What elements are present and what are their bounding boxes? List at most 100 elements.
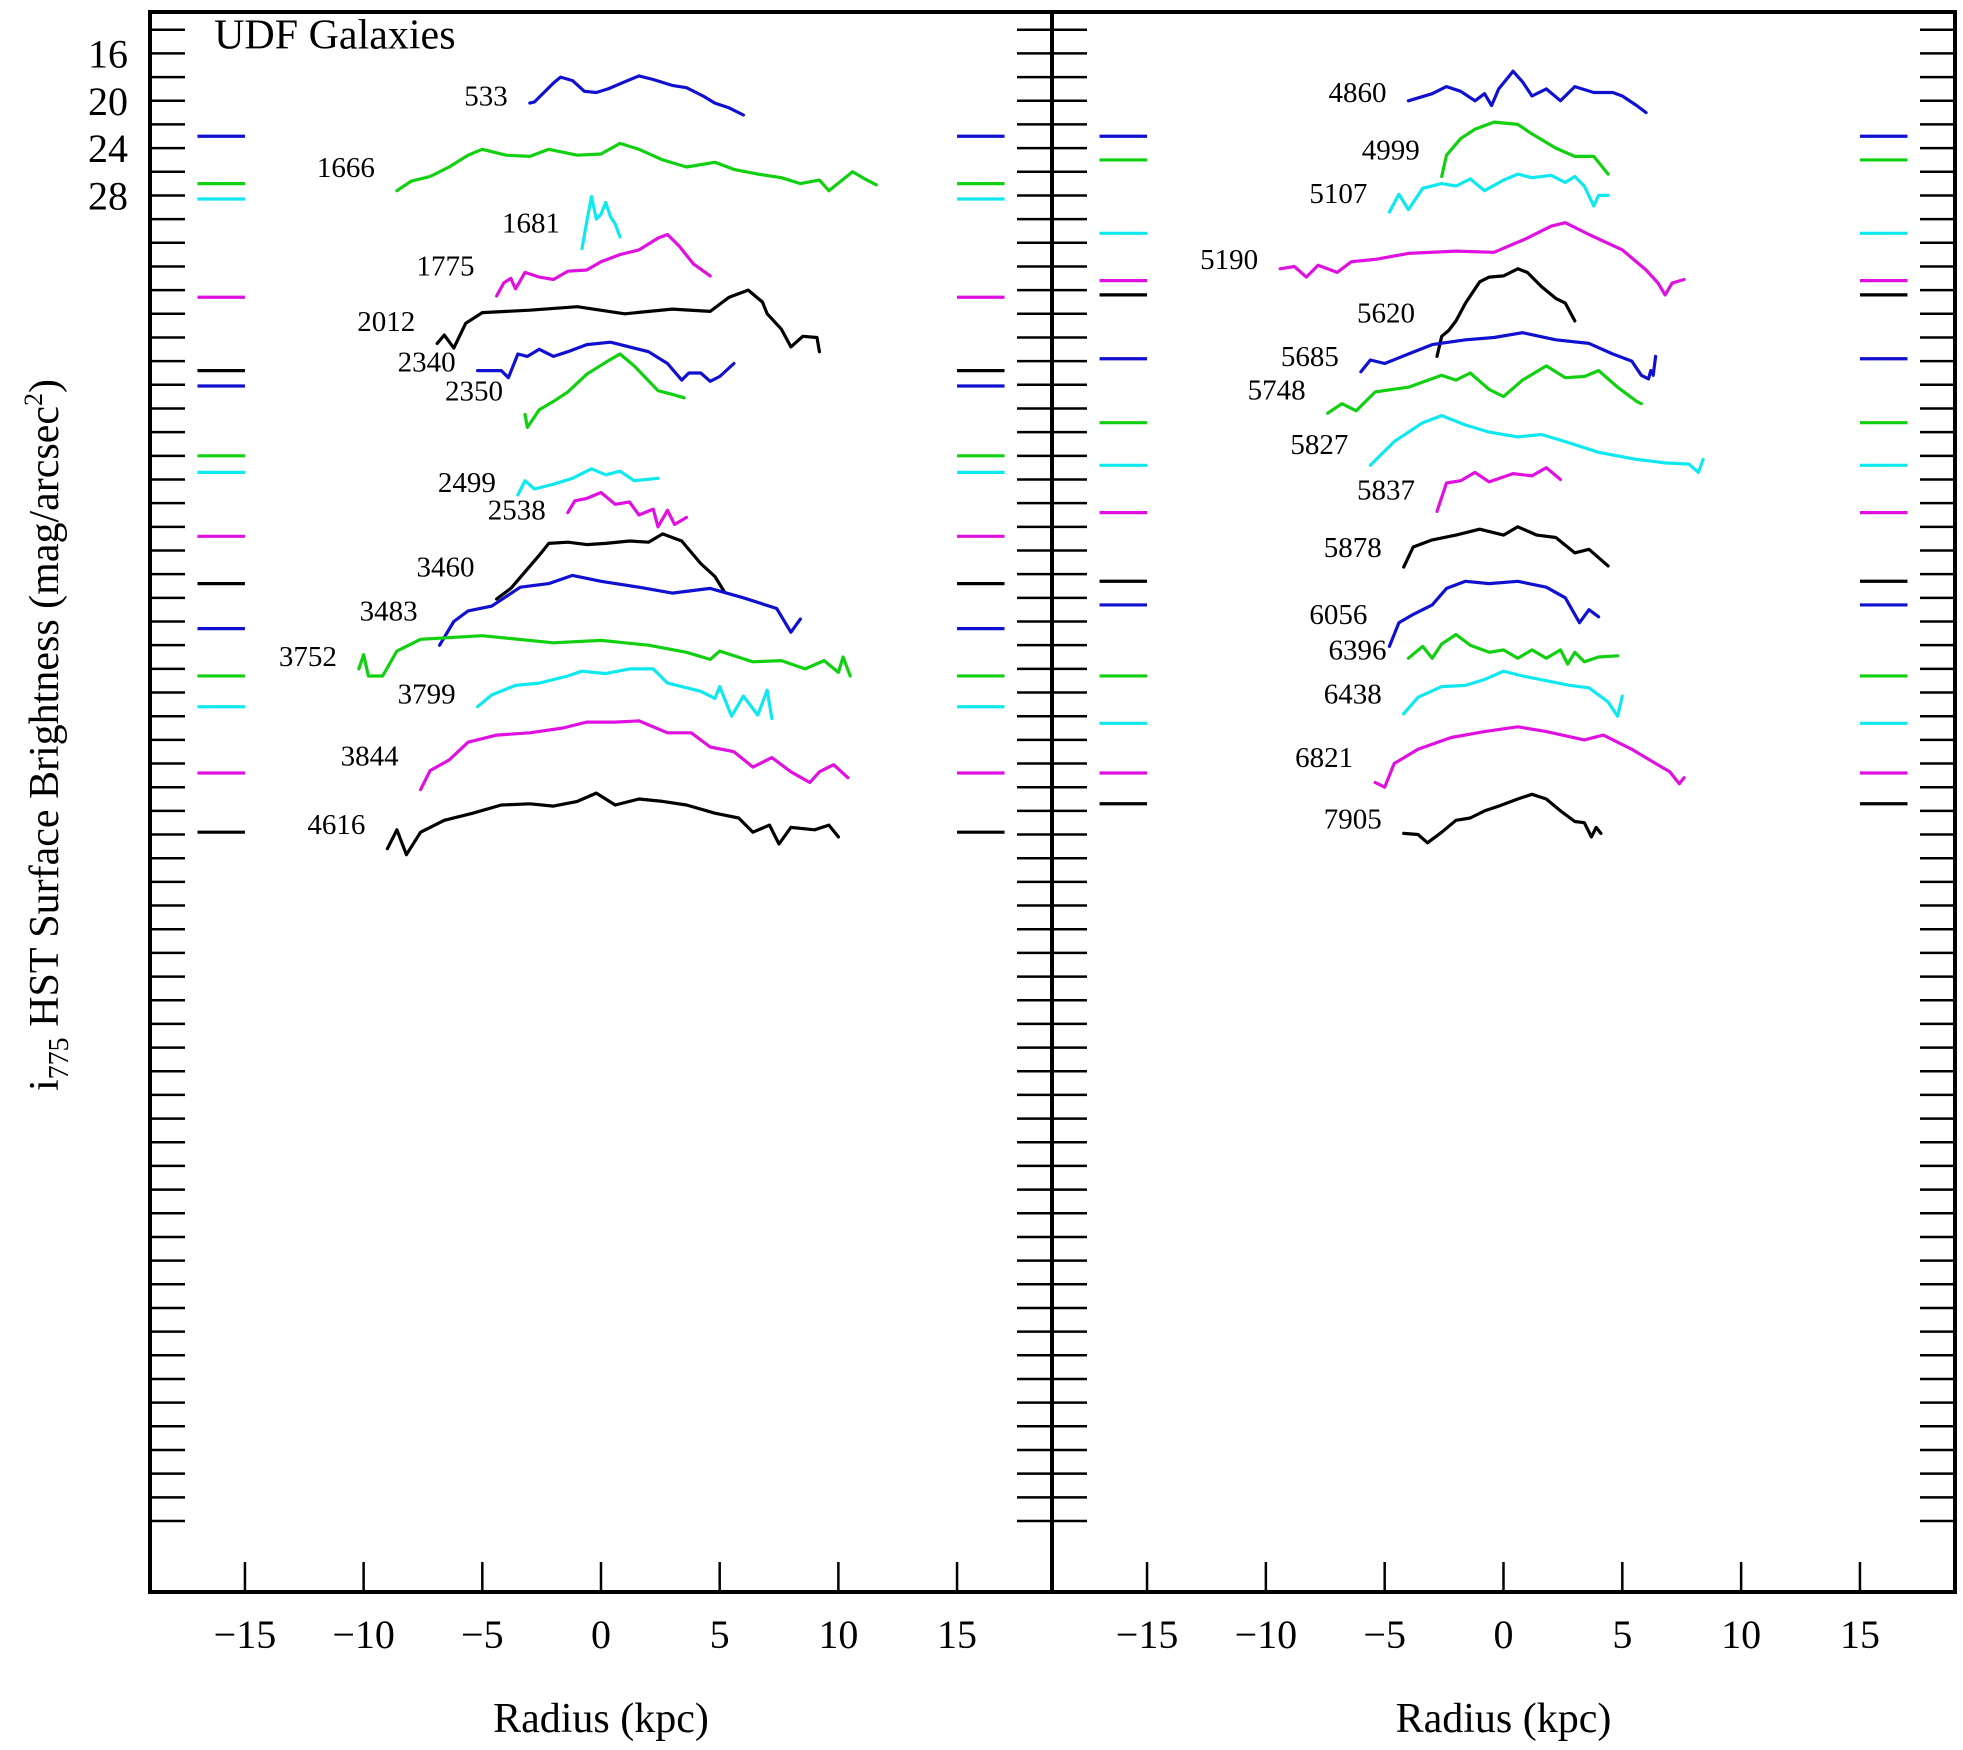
galaxy-2538: 2538 xyxy=(197,490,1005,538)
galaxy-label: 2340 xyxy=(398,347,456,379)
galaxy-5878: 5878 xyxy=(1099,525,1908,583)
galaxy-3460: 3460 xyxy=(197,532,1005,601)
galaxy-label: 5827 xyxy=(1290,429,1348,461)
galaxy-label: 6056 xyxy=(1309,599,1367,631)
galaxy-6821: 6821 xyxy=(1099,725,1908,789)
galaxy-5837: 5837 xyxy=(1099,466,1908,515)
profile-line xyxy=(495,532,727,601)
profile-line xyxy=(1387,579,1601,649)
profile-line xyxy=(1402,525,1610,569)
x-tick-label: −5 xyxy=(461,1612,504,1657)
panel-2: −15 −10 −5 0 5 10 15 Radius (kpc) 4860 4999 5107 51… xyxy=(1050,10,1957,1742)
x-tick-label: 0 xyxy=(591,1612,611,1657)
galaxy-label: 5107 xyxy=(1309,178,1367,210)
profile-line xyxy=(1387,172,1610,214)
galaxy-label: 3799 xyxy=(398,679,456,711)
galaxy-2340: 2340 xyxy=(197,340,1005,388)
profile-line xyxy=(357,634,852,678)
profile-line xyxy=(580,195,622,251)
profile-line xyxy=(516,467,660,497)
galaxy-4616: 4616 xyxy=(197,791,1005,857)
galaxy-label: 6821 xyxy=(1295,742,1353,774)
panel-frame xyxy=(148,10,1054,1594)
galaxy-5685: 5685 xyxy=(1099,331,1908,381)
galaxy-label: 4860 xyxy=(1328,77,1386,109)
x-tick-label: −10 xyxy=(1235,1612,1298,1657)
y-tick-label: 28 xyxy=(88,173,128,218)
profile-line xyxy=(476,667,774,721)
galaxy-3752: 3752 xyxy=(197,634,1005,678)
x-axis-label: Radius (kpc) xyxy=(493,1696,709,1742)
profile-line xyxy=(1368,414,1705,474)
profile-line xyxy=(566,490,689,529)
galaxy-4999: 4999 xyxy=(1099,120,1908,179)
galaxy-label: 3483 xyxy=(360,595,418,627)
galaxy-5748: 5748 xyxy=(1099,364,1908,425)
y-tick-label: 24 xyxy=(88,126,128,171)
x-tick-label: −5 xyxy=(1363,1612,1406,1657)
profile-line xyxy=(385,791,841,857)
x-axis-label: Radius (kpc) xyxy=(1396,1696,1612,1742)
galaxy-label: 5685 xyxy=(1281,341,1339,373)
galaxy-label: 5620 xyxy=(1357,298,1415,330)
profile-line xyxy=(1326,364,1643,415)
x-tick-label: 5 xyxy=(1612,1612,1632,1657)
galaxy-1666: 1666 xyxy=(197,141,1005,193)
galaxy-label: 1681 xyxy=(502,208,560,240)
profile-line xyxy=(1440,120,1610,179)
galaxy-label: 5748 xyxy=(1248,375,1306,407)
galaxy-label: 3752 xyxy=(279,641,337,673)
profile-line xyxy=(1402,792,1603,845)
galaxy-1681: 1681 xyxy=(197,195,1005,251)
galaxy-2350: 2350 xyxy=(197,352,1005,458)
y-tick-label: 16 xyxy=(88,31,128,76)
profile-line xyxy=(419,719,850,792)
profile-line xyxy=(1406,632,1620,666)
galaxy-label: 5190 xyxy=(1200,244,1258,276)
galaxy-label: 6438 xyxy=(1324,679,1382,711)
galaxy-label: 5878 xyxy=(1324,532,1382,564)
galaxy-6396: 6396 xyxy=(1099,632,1908,678)
galaxy-5827: 5827 xyxy=(1099,414,1908,474)
galaxy-label: 4999 xyxy=(1362,134,1420,166)
galaxy-6438: 6438 xyxy=(1099,669,1908,725)
galaxy-label: 2538 xyxy=(488,495,546,527)
galaxy-5620: 5620 xyxy=(1099,267,1908,358)
x-tick-label: 15 xyxy=(937,1612,977,1657)
galaxy-4860: 4860 xyxy=(1099,69,1908,138)
galaxy-label: 2499 xyxy=(438,467,496,499)
x-tick-label: −15 xyxy=(1116,1612,1179,1657)
annotation: UDF Galaxies xyxy=(214,13,455,59)
galaxy-2499: 2499 xyxy=(197,467,1005,499)
galaxy-label: 1775 xyxy=(417,250,475,282)
x-tick-label: −10 xyxy=(332,1612,395,1657)
profile-line xyxy=(495,232,712,298)
galaxy-label: 4616 xyxy=(307,809,365,841)
galaxy-7905: 7905 xyxy=(1099,792,1908,845)
galaxy-5107: 5107 xyxy=(1099,172,1908,235)
galaxy-1775: 1775 xyxy=(197,232,1005,299)
x-tick-label: −15 xyxy=(214,1612,277,1657)
profile-line xyxy=(1373,725,1686,789)
galaxy-label: 533 xyxy=(464,80,508,112)
galaxy-2012: 2012 xyxy=(197,288,1005,373)
profile-line xyxy=(476,340,736,383)
profile-line xyxy=(438,573,803,647)
x-tick-label: 15 xyxy=(1840,1612,1880,1657)
profile-line xyxy=(1359,331,1658,381)
galaxy-label: 3460 xyxy=(417,551,475,583)
galaxy-label: 5837 xyxy=(1357,475,1415,507)
y-tick-label: 20 xyxy=(88,79,128,124)
galaxy-label: 3844 xyxy=(341,740,400,772)
profile-line xyxy=(528,74,746,117)
profile-line xyxy=(1435,267,1577,358)
profile-line xyxy=(1402,669,1624,718)
galaxy-3483: 3483 xyxy=(197,573,1005,647)
galaxy-5190: 5190 xyxy=(1099,221,1908,297)
x-tick-label: 10 xyxy=(1721,1612,1761,1657)
galaxy-3844: 3844 xyxy=(197,719,1005,792)
profile-line xyxy=(435,288,822,354)
galaxy-6056: 6056 xyxy=(1099,579,1908,649)
